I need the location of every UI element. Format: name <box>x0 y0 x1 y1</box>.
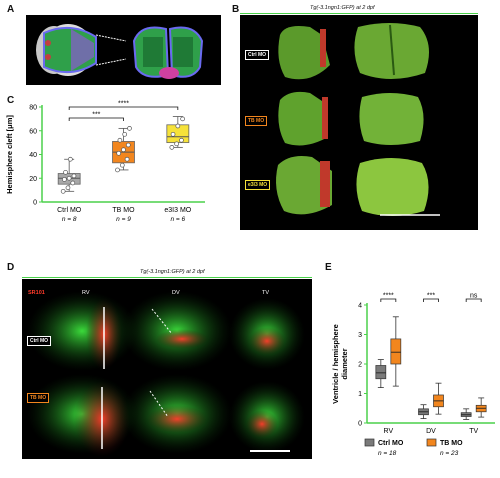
e-legend-swatch <box>426 438 437 447</box>
panel-a-schematic <box>26 15 221 85</box>
c-point <box>115 167 120 173</box>
panel-d-green-line <box>22 277 312 278</box>
c-y-tick-label: 40 <box>29 152 37 159</box>
e-legend-name: Ctrl MO <box>378 440 404 447</box>
e-y-tick-label: 4 <box>358 303 362 310</box>
panel-b-images <box>240 15 478 230</box>
e-box <box>375 365 387 380</box>
panel-a-letter: A <box>7 4 15 15</box>
e-sig-label: **** <box>383 293 394 300</box>
panel-b-row2-label: TB MO <box>245 116 268 126</box>
e-x-tick-label: DV <box>426 428 436 435</box>
c-sig-label: **** <box>118 101 129 108</box>
c-n-label: n = 6 <box>171 216 186 223</box>
c-point <box>117 137 123 143</box>
c-point <box>63 169 68 175</box>
c-point <box>62 177 67 182</box>
e-legend-n: n = 23 <box>440 450 459 457</box>
e-legend-name: TB MO <box>440 440 463 447</box>
c-point <box>70 180 76 186</box>
e-y-label-line1: Ventricle / hemisphere <box>331 324 340 404</box>
c-point <box>71 173 77 179</box>
panel-b-green-line <box>240 13 478 14</box>
c-point <box>180 116 185 122</box>
e-sig-bracket <box>465 298 482 302</box>
c-n-label: n = 9 <box>116 216 131 223</box>
c-point <box>124 156 130 162</box>
e-sig-label: ns <box>470 293 478 300</box>
panel-d-title: Tg(-3.1ngn1:GFP) at 2 dpf <box>140 269 205 275</box>
e-sig-label: *** <box>427 293 435 300</box>
e-sig-bracket <box>380 298 397 302</box>
c-sig-label: *** <box>92 112 100 119</box>
c-point <box>60 188 66 194</box>
c-point <box>65 185 71 191</box>
c-point <box>122 131 128 137</box>
c-point <box>121 147 126 153</box>
c-point <box>68 156 73 162</box>
c-y-tick-label: 20 <box>29 176 37 183</box>
c-point <box>125 142 131 148</box>
c-x-tick-label: Ctrl MO <box>57 207 82 214</box>
c-y-tick-label: 60 <box>29 128 37 135</box>
e-sig-bracket <box>423 298 439 302</box>
e-y-tick-label: 2 <box>358 362 362 369</box>
panel-b-title: Tg(-3.1ngn1:GFP) at 2 dpf <box>310 5 375 11</box>
panel-d-row2-label: TB MO <box>27 393 50 403</box>
c-point <box>116 150 122 156</box>
e-legend-swatch <box>364 438 375 447</box>
e-y-tick-label: 0 <box>358 421 362 428</box>
c-point <box>66 175 72 181</box>
panel-b-row3-label: e3I3 MO <box>245 180 271 190</box>
e-y-label-line2: diameter <box>340 348 349 379</box>
c-point <box>179 137 184 143</box>
c-sig-bracket <box>68 106 179 110</box>
c-point <box>127 126 132 131</box>
panel-d-col-rv: RV <box>82 290 90 296</box>
c-sig-bracket <box>68 117 124 121</box>
c-point <box>175 123 181 129</box>
panel-d-letter: D <box>7 262 15 273</box>
panel-d-col-dv: DV <box>172 290 180 296</box>
panel-e-chart: 0 1 2 3 4 Ventricle / hemisphere diameter RV ***… <box>331 293 495 457</box>
panel-d-row1-label: Ctrl MO <box>27 336 52 346</box>
c-point <box>174 141 179 147</box>
e-y-tick-label: 3 <box>358 332 362 339</box>
panel-b-row1-label: Ctrl MO <box>245 50 270 60</box>
c-x-tick-label: e3I3 MO <box>164 207 191 214</box>
c-y-tick-label: 80 <box>29 105 37 112</box>
panel-d-stain-label: SR101 <box>28 290 45 296</box>
e-x-tick-label: TV <box>469 428 478 435</box>
e-y-tick-label: 1 <box>358 391 362 398</box>
c-y-label: Hemisphere cleft [μm] <box>5 115 14 194</box>
panel-c-chart: 0 20 40 60 80 Hemisphere cleft [μm] Ctrl MO n =… <box>5 101 205 223</box>
e-legend-n: n = 18 <box>378 450 397 457</box>
panel-b-letter: B <box>232 4 240 15</box>
c-point <box>170 131 176 137</box>
e-box <box>390 338 402 365</box>
e-x-tick-label: RV <box>384 428 394 435</box>
panel-c-letter: C <box>7 95 15 106</box>
c-n-label: n = 8 <box>62 216 77 223</box>
c-x-tick-label: TB MO <box>112 207 135 214</box>
panel-d-images <box>22 279 312 459</box>
c-y-tick-label: 0 <box>33 200 37 207</box>
panel-d-col-tv: TV <box>262 290 270 296</box>
c-point <box>119 162 125 168</box>
c-point <box>169 145 175 150</box>
panel-e-letter: E <box>325 262 332 273</box>
